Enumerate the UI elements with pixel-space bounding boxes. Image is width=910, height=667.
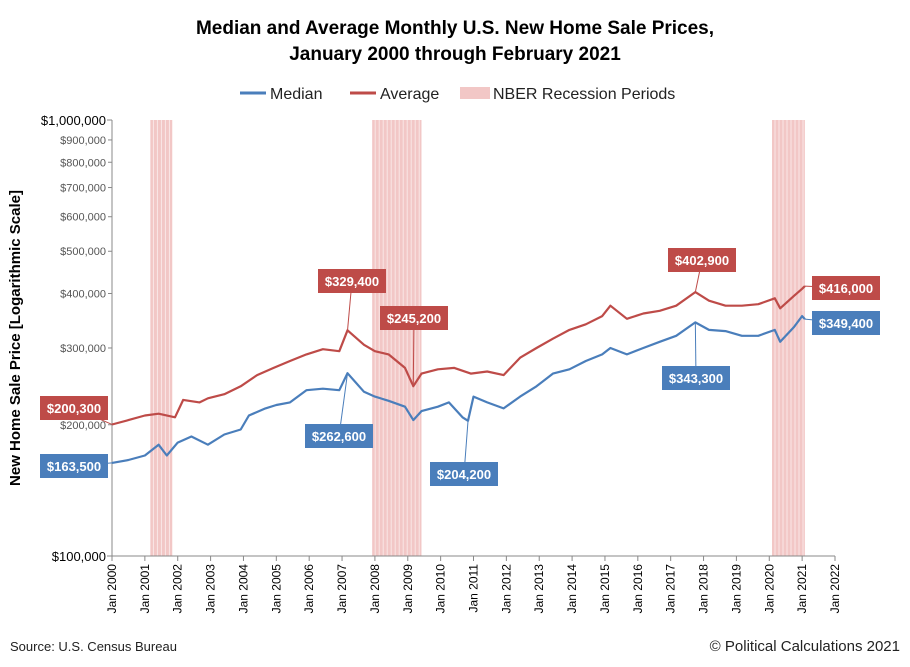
y-minor-tick-label: $300,000 bbox=[60, 343, 106, 355]
x-tick-label: Jan 2021 bbox=[795, 564, 809, 614]
x-tick-label: Jan 2015 bbox=[598, 564, 612, 614]
x-tick-label: Jan 2022 bbox=[828, 564, 842, 614]
x-tick-label: Jan 2001 bbox=[138, 564, 152, 614]
annotation-box bbox=[812, 311, 880, 335]
legend-average-label: Average bbox=[380, 86, 439, 103]
annotation-label: $163,500 bbox=[47, 459, 101, 474]
y-minor-tick-label: $700,000 bbox=[60, 183, 106, 195]
series-line-average bbox=[111, 285, 806, 426]
x-tick-label: Jan 2016 bbox=[631, 564, 645, 614]
y-minor-tick-label: $400,000 bbox=[60, 289, 106, 301]
x-tick-label: Jan 2009 bbox=[401, 564, 415, 614]
axes: $100,000 $1,000,000 $200,000 $300,000 $400,0… bbox=[41, 113, 842, 613]
y-minor-tick-label: $900,000 bbox=[60, 135, 106, 147]
x-tick-label: Jan 2017 bbox=[664, 564, 678, 614]
x-tick-label: Jan 2005 bbox=[269, 564, 283, 614]
series-lines bbox=[111, 285, 806, 464]
x-tick-label: Jan 2012 bbox=[499, 564, 513, 614]
x-tick-label: Jan 2000 bbox=[105, 564, 119, 614]
annotation-label: $343,300 bbox=[669, 371, 723, 386]
x-tick-label: Jan 2007 bbox=[335, 564, 349, 614]
annotation-label: $416,000 bbox=[819, 281, 873, 296]
copyright-note: © Political Calculations 2021 bbox=[710, 638, 900, 655]
annotation-box bbox=[40, 454, 108, 478]
y-tick-label: $1,000,000 bbox=[41, 113, 106, 128]
x-tick-label: Jan 2004 bbox=[236, 564, 250, 614]
chart-title-line2: January 2000 through February 2021 bbox=[289, 44, 621, 65]
annotation-box bbox=[430, 462, 498, 486]
annotation-label: $349,400 bbox=[819, 316, 873, 331]
x-tick-label: Jan 2010 bbox=[434, 564, 448, 614]
y-axis-title: New Home Sale Price [Logarithmic Scale] bbox=[7, 190, 24, 486]
x-tick-label: Jan 2002 bbox=[171, 564, 185, 614]
series-line-median bbox=[111, 315, 806, 464]
y-minor-tick-label: $800,000 bbox=[60, 157, 106, 169]
annotation-label: $204,200 bbox=[437, 467, 491, 482]
annotation-box bbox=[812, 276, 880, 300]
annotation-box bbox=[318, 269, 386, 293]
x-tick-label: Jan 2014 bbox=[565, 564, 579, 614]
x-tick-label: Jan 2020 bbox=[762, 564, 776, 614]
recession-band bbox=[772, 120, 805, 556]
chart-title-line1: Median and Average Monthly U.S. New Home… bbox=[196, 18, 714, 39]
legend-recession-label: NBER Recession Periods bbox=[493, 86, 675, 103]
annotation-box bbox=[305, 424, 373, 448]
recession-band bbox=[372, 120, 422, 556]
legend-median-label: Median bbox=[270, 86, 322, 103]
x-tick-label: Jan 2006 bbox=[302, 564, 316, 614]
x-tick-label: Jan 2011 bbox=[467, 564, 481, 613]
x-tick-label: Jan 2013 bbox=[532, 564, 546, 614]
annotation-label: $402,900 bbox=[675, 253, 729, 268]
y-minor-tick-label: $500,000 bbox=[60, 246, 106, 258]
x-tick-label: Jan 2019 bbox=[729, 564, 743, 614]
annotations: $200,300 $163,500 $329,400 $245,200 $262,600… bbox=[40, 248, 880, 486]
x-tick-label: Jan 2008 bbox=[368, 564, 382, 614]
legend-recession-swatch bbox=[460, 87, 490, 99]
annotation-box bbox=[380, 306, 448, 330]
y-minor-tick-label: $200,000 bbox=[60, 420, 106, 432]
x-tick-label: Jan 2018 bbox=[697, 564, 711, 614]
recession-bands bbox=[150, 120, 805, 556]
annotation-label: $245,200 bbox=[387, 311, 441, 326]
annotation-box bbox=[668, 248, 736, 272]
legend: Median Average NBER Recession Periods bbox=[240, 86, 675, 103]
y-tick-label: $100,000 bbox=[52, 549, 106, 564]
annotation-label: $200,300 bbox=[47, 401, 101, 416]
x-tick-label: Jan 2003 bbox=[204, 564, 218, 614]
annotation-box bbox=[40, 396, 108, 420]
annotation-label: $262,600 bbox=[312, 429, 366, 444]
annotation-label: $329,400 bbox=[325, 274, 379, 289]
annotation-box bbox=[662, 366, 730, 390]
y-minor-tick-label: $600,000 bbox=[60, 212, 106, 224]
source-note: Source: U.S. Census Bureau bbox=[10, 639, 177, 654]
